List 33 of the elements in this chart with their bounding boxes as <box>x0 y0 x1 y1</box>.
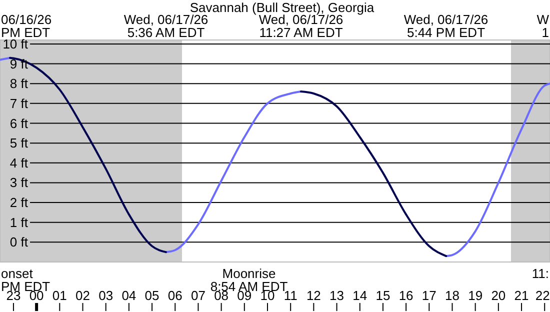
y-tick-label: 1 ft <box>10 214 28 230</box>
y-tick-label: 6 ft <box>10 116 28 131</box>
y-tick-label: 0 ft <box>10 234 28 250</box>
x-tick-label: 17 <box>422 288 436 303</box>
x-tick-label: 11 <box>284 288 298 303</box>
x-tick-label: 04 <box>122 288 136 303</box>
x-tick-label: 01 <box>52 288 67 303</box>
x-tick-label: 13 <box>330 288 344 303</box>
annotation: Wed, 06/17/26 5:36 AM EDT <box>124 12 208 40</box>
annotation: W 1 <box>536 12 550 40</box>
y-tick-label: 4 ft <box>10 155 28 170</box>
x-tick-label: 20 <box>491 288 506 303</box>
x-tick-label: 05 <box>144 288 160 303</box>
x-tick-label: 15 <box>376 288 390 303</box>
y-tick-label: 8 ft <box>10 76 28 92</box>
x-tick-label: 07 <box>190 288 206 303</box>
x-tick-label: 12 <box>306 288 321 303</box>
x-tick-label: 18 <box>445 288 460 303</box>
x-tick-label: 06 <box>168 288 182 303</box>
x-tick-label: 03 <box>98 288 114 303</box>
y-tick-label: 5 ft <box>10 136 28 151</box>
x-tick-label: 16 <box>398 288 414 303</box>
y-tick-label: 7 ft <box>10 96 28 111</box>
x-tick-label: 14 <box>352 288 368 303</box>
y-tick-label: 3 ft <box>10 175 28 190</box>
x-tick-label: 22 <box>535 288 550 303</box>
text: 11: <box>532 266 549 281</box>
chart-title: Savannah (Bull Street), Georgia <box>190 0 375 15</box>
y-tick-label: 2 ft <box>10 195 28 210</box>
annotation: Wed, 06/17/26 5:44 PM EDT <box>404 12 488 40</box>
x-tick-label: 02 <box>76 288 90 303</box>
x-tick-label: 21 <box>514 288 529 303</box>
x-tick-label: 19 <box>468 288 483 303</box>
